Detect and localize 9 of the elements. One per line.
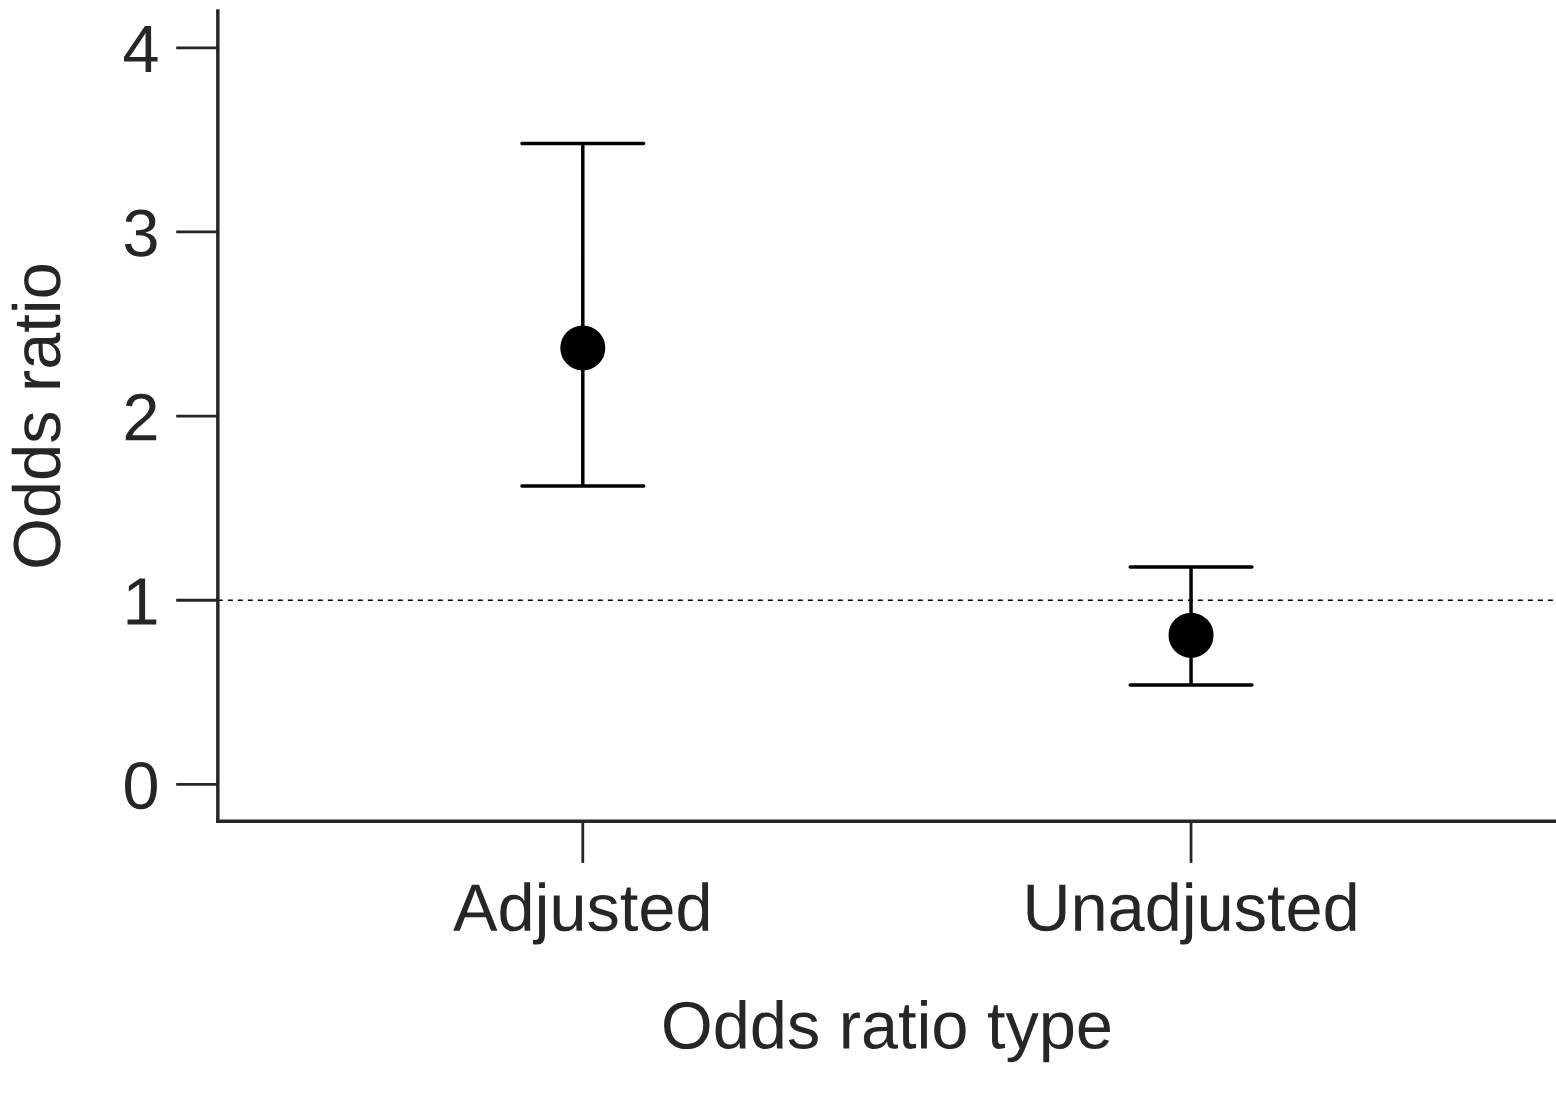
y-tick-label: 3 — [124, 209, 157, 257]
x-axis-title: Odds ratio type — [664, 1000, 1111, 1063]
y-tick-label: 4 — [123, 26, 158, 72]
y-tick-label: 2 — [125, 393, 157, 441]
x-tick-label: Adjusted — [453, 882, 709, 945]
x-tick-label: Unadjusted — [1027, 882, 1356, 945]
y-axis-title: Odds ratio — [11, 265, 61, 567]
y-tick-label: 1 — [127, 578, 157, 625]
y-tick-label: 0 — [125, 762, 157, 810]
